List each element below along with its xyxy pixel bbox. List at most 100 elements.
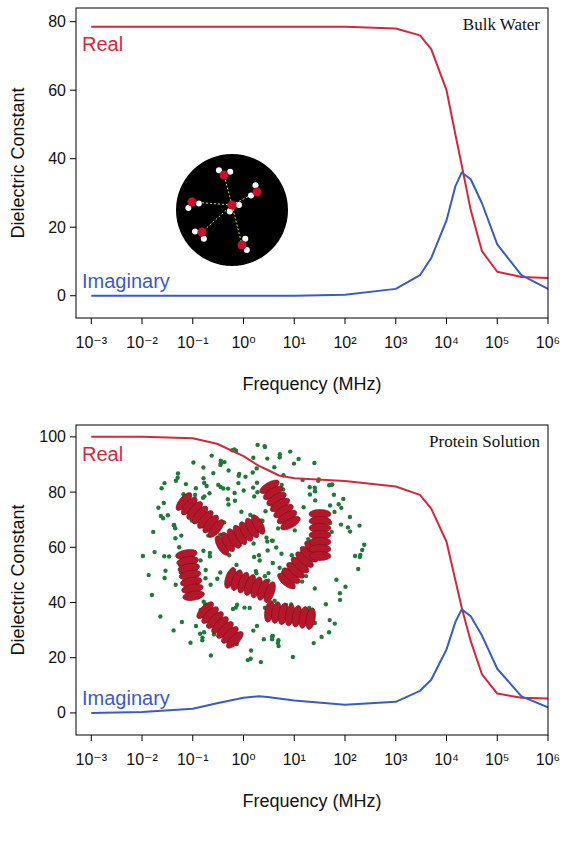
chart-title: Bulk Water	[463, 15, 541, 34]
x-tick-label: 10⁻²	[126, 334, 158, 351]
water-dot	[277, 566, 281, 570]
y-tick	[70, 436, 76, 437]
x-tick-label: 10¹	[283, 334, 306, 351]
hydrogen-atom	[201, 236, 207, 242]
water-dot	[204, 568, 208, 572]
water-dot	[147, 573, 151, 577]
x-tick	[294, 735, 295, 741]
water-dot	[255, 443, 259, 447]
water-dot	[219, 459, 223, 463]
x-tick-label: 10⁻¹	[177, 334, 209, 351]
water-dot	[276, 526, 280, 530]
water-dot	[274, 545, 278, 549]
water-dot	[201, 549, 205, 553]
water-dot	[231, 607, 235, 611]
hydrogen-atom	[192, 229, 198, 235]
x-tick-label: 10³	[384, 751, 408, 768]
water-dot	[173, 526, 177, 530]
plot-frame	[76, 425, 548, 735]
series-group	[91, 27, 548, 296]
water-dot	[313, 586, 317, 590]
series-line	[91, 27, 548, 278]
water-dot	[174, 479, 178, 483]
water-dot	[184, 482, 188, 486]
water-dot	[328, 618, 332, 622]
hydrogen-atom	[227, 209, 233, 215]
water-dot	[242, 488, 246, 492]
water-dot	[248, 606, 252, 610]
water-dot	[265, 539, 269, 543]
x-tick-label: 10⁵	[485, 751, 509, 768]
x-tick	[497, 318, 498, 324]
y-tick	[70, 158, 76, 159]
helix-turn	[182, 589, 205, 602]
water-dot	[341, 497, 345, 501]
water-dot	[327, 630, 331, 634]
water-dot	[327, 483, 331, 487]
water-dot	[209, 653, 213, 657]
water-dot	[332, 510, 336, 514]
water-dot	[221, 486, 225, 490]
water-dot	[312, 461, 316, 465]
x-tick-label: 10⁰	[231, 334, 255, 351]
x-tick	[243, 318, 244, 324]
water-dot	[343, 585, 347, 589]
series-label: Real	[82, 33, 123, 55]
water-dot	[239, 510, 243, 514]
water-dot	[272, 465, 276, 469]
x-tick	[142, 735, 143, 741]
y-axis-title: Dielectric Constant	[8, 87, 28, 238]
oxygen-atom	[238, 241, 247, 250]
water-dot	[263, 445, 267, 449]
hydrogen-bond	[202, 205, 232, 232]
water-dot	[328, 503, 332, 507]
x-tick	[91, 735, 92, 741]
plot-frame	[76, 8, 548, 318]
water-dot	[308, 492, 312, 496]
water-dot	[177, 545, 181, 549]
y-tick-label: 40	[48, 594, 66, 611]
y-tick-label: 80	[48, 13, 66, 30]
panel: RealImaginaryBulk Water02040608010⁻³10⁻²…	[8, 8, 560, 394]
y-tick-label: 40	[48, 150, 66, 167]
water-dot	[234, 563, 238, 567]
water-dot	[319, 635, 323, 639]
water-dot	[208, 583, 212, 587]
water-dot	[252, 555, 256, 559]
x-tick-label: 10²	[333, 334, 357, 351]
water-dot	[324, 602, 328, 606]
x-tick-label: 10⁴	[434, 334, 459, 351]
water-dot	[313, 489, 317, 493]
water-dot	[251, 628, 255, 632]
x-tick-label: 10⁵	[485, 334, 509, 351]
water-dot	[141, 554, 145, 558]
series-group	[91, 437, 548, 713]
x-tick-label: 10⁻²	[126, 751, 158, 768]
water-dot	[201, 465, 205, 469]
water-dot	[278, 455, 282, 459]
x-tick-label: 10⁻³	[75, 334, 107, 351]
water-dot	[226, 497, 230, 501]
y-tick	[70, 227, 76, 228]
inset-background	[176, 154, 288, 266]
x-tick-label: 10⁶	[536, 751, 560, 768]
water-dot	[255, 624, 259, 628]
water-dot	[159, 486, 163, 490]
water-dot	[263, 509, 267, 513]
water-dot	[166, 513, 170, 517]
x-tick	[395, 318, 396, 324]
water-dot	[258, 558, 262, 562]
helix	[194, 599, 246, 651]
x-tick-label: 10²	[333, 751, 357, 768]
helix	[212, 513, 267, 558]
water-dot	[226, 468, 230, 472]
x-tick-label: 10⁰	[231, 751, 255, 768]
water-dot	[237, 474, 241, 478]
y-tick	[70, 602, 76, 603]
helix	[222, 566, 277, 604]
x-tick	[91, 318, 92, 324]
water-dot	[215, 577, 219, 581]
water-dot	[174, 583, 178, 587]
panel: RealImaginaryProtein Solution02040608010…	[8, 425, 560, 811]
y-tick	[70, 547, 76, 548]
